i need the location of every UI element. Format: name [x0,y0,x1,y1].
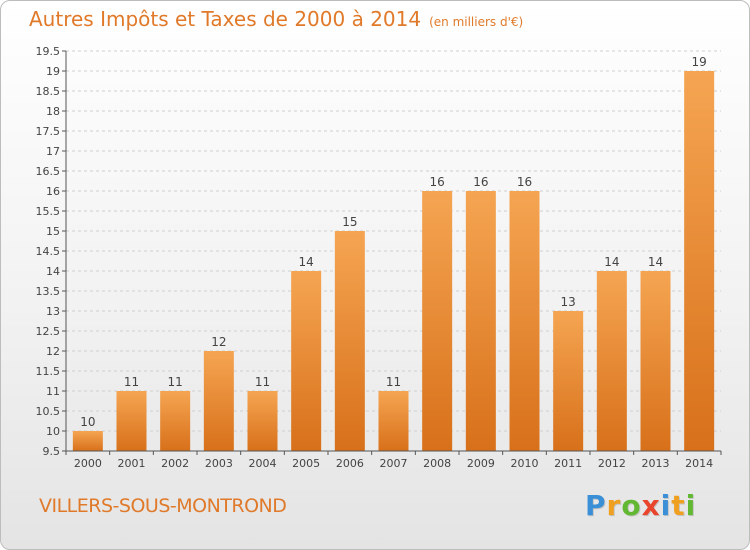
bar-2014 [684,71,715,451]
x-tick-label-2010: 2010 [511,457,539,470]
bar-2006 [334,231,365,451]
data-label-2002: 11 [168,375,183,389]
x-tick-label-2014: 2014 [685,457,713,470]
logo-letter: P [585,489,607,522]
data-label-2006: 15 [342,215,357,229]
bar-2000 [72,431,103,451]
y-tick-label: 14.5 [36,245,61,258]
data-label-2003: 12 [211,335,226,349]
x-tick-label-2006: 2006 [336,457,364,470]
x-tick-label-2008: 2008 [423,457,451,470]
y-tick-label: 10 [46,425,60,438]
logo-letter: x [641,489,661,522]
y-tick-label: 10.5 [36,405,61,418]
logo-letter: i [660,489,672,522]
bar-2005 [291,271,322,451]
y-tick-label: 11 [46,385,60,398]
title-text: Autres Impôts et Taxes de 2000 à 2014 [29,7,422,31]
y-tick-label: 12 [46,345,60,358]
y-tick-label: 17.5 [36,125,61,138]
x-tick-label-2001: 2001 [118,457,146,470]
data-label-2007: 11 [386,375,401,389]
logo-letter: i [685,489,697,522]
y-tick-label: 19 [46,65,60,78]
x-tick-label-2005: 2005 [292,457,320,470]
data-label-2004: 11 [255,375,270,389]
bar-2003 [203,351,234,451]
y-tick-label: 9.5 [43,445,61,458]
bar-2007 [378,391,409,451]
data-label-2000: 10 [80,415,95,429]
bars [72,71,715,451]
proxiti-logo: Proxiti [585,489,696,522]
x-tick-label-2009: 2009 [467,457,495,470]
y-tick-label: 17 [46,145,60,158]
y-tick-label: 18 [46,105,60,118]
data-label-2008: 16 [430,175,445,189]
data-label-2012: 14 [604,255,619,269]
logo-letter: o [621,489,642,522]
y-tick-label: 16.5 [36,165,61,178]
data-label-2005: 14 [299,255,314,269]
bar-2010 [509,191,540,451]
x-tick-label-2004: 2004 [249,457,277,470]
data-label-2011: 13 [561,295,576,309]
y-tick-label: 18.5 [36,85,61,98]
x-tick-label-2007: 2007 [380,457,408,470]
x-tick-label-2000: 2000 [74,457,102,470]
y-tick-label: 13 [46,305,60,318]
data-labels: 10 11 11 12 11 14 15 11 16 16 16 13 14 14 19 [80,55,707,429]
y-tick-label: 19.5 [36,45,61,58]
data-label-2010: 16 [517,175,532,189]
y-tick-label: 16 [46,185,60,198]
commune-name: VILLERS-SOUS-MONTROND [39,495,287,517]
chart-subtitle: (en milliers d'€) [429,15,524,29]
bar-2001 [116,391,147,451]
bar-2002 [160,391,191,451]
x-tick-label-2013: 2013 [642,457,670,470]
logo-letter: t [671,489,686,522]
y-tick-label: 15.5 [36,205,61,218]
y-tick-label: 11.5 [36,365,61,378]
bar-2008 [422,191,453,451]
x-tick-label-2011: 2011 [554,457,582,470]
data-label-2001: 11 [124,375,139,389]
bar-2012 [596,271,627,451]
y-axis-ticks: 9.5 10 10.5 11 11.5 12 12.5 13 13.5 14 14.5 15 15.5 1… [36,45,66,458]
x-tick-label-2003: 2003 [205,457,233,470]
data-label-2013: 14 [648,255,663,269]
data-label-2009: 16 [473,175,488,189]
bar-2004 [247,391,278,451]
x-tick-label-2002: 2002 [161,457,189,470]
x-axis-ticks: 2000 2001 2002 2003 2004 2005 2006 2007 2008 2009… [65,451,722,470]
y-tick-label: 15 [46,225,60,238]
bar-2009 [465,191,496,451]
x-tick-label-2012: 2012 [598,457,626,470]
data-label-2014: 19 [692,55,707,69]
chart-title: Autres Impôts et Taxes de 2000 à 2014 (en… [29,7,523,31]
y-tick-label: 12.5 [36,325,61,338]
logo-letter: r [606,489,622,522]
bar-2011 [553,311,584,451]
y-tick-label: 14 [46,265,60,278]
bar-2013 [640,271,671,451]
y-tick-label: 13.5 [36,285,61,298]
